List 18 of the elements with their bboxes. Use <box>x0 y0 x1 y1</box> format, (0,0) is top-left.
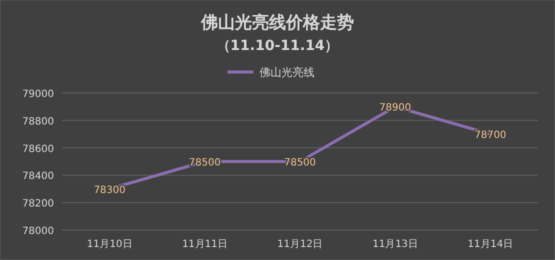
chart-subtitle: （11.10-11.14） <box>216 38 339 54</box>
data-label: 78300 <box>94 184 126 196</box>
y-tick-label: 78400 <box>22 171 54 182</box>
x-tick-label: 11月13日 <box>372 239 418 250</box>
y-tick-label: 79000 <box>22 89 54 100</box>
chart-title: 佛山光亮线价格走势 <box>200 13 354 33</box>
y-tick-label: 78200 <box>22 198 54 210</box>
x-tick-label: 11月10日 <box>86 239 132 250</box>
x-tick-label: 11月11日 <box>182 239 228 250</box>
y-tick-label: 78800 <box>22 116 54 128</box>
x-tick-label: 11月14日 <box>468 239 514 250</box>
data-label: 78500 <box>284 158 316 168</box>
legend-label: 佛山光亮线 <box>260 66 314 79</box>
data-label: 78500 <box>188 158 221 168</box>
y-tick-label: 78600 <box>22 144 54 155</box>
x-tick-label: 11月12日 <box>277 239 323 250</box>
data-label: 78700 <box>474 130 506 142</box>
y-tick-label: 78000 <box>22 226 54 237</box>
